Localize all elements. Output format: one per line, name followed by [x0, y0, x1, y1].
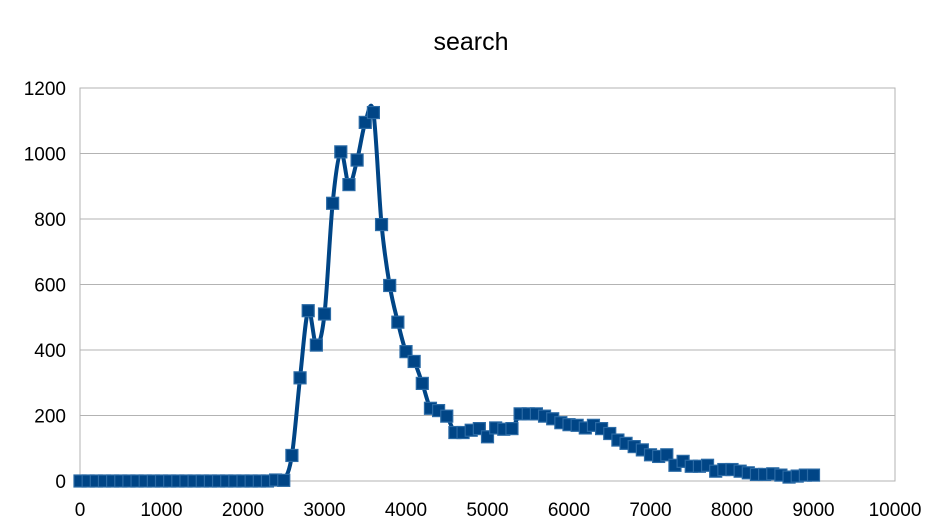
data-point	[358, 115, 372, 129]
data-point	[317, 307, 332, 321]
data-point	[350, 153, 364, 167]
y-tick-label: 400	[34, 341, 66, 362]
x-tick-label: 10000	[869, 500, 922, 521]
x-tick-label: 4000	[385, 500, 427, 521]
data-point	[383, 278, 397, 293]
y-tick-label: 0	[55, 472, 66, 493]
x-tick-label: 2000	[222, 500, 264, 521]
data-point	[374, 217, 389, 232]
x-tick-label: 5000	[466, 500, 508, 521]
y-tick-label: 200	[34, 407, 66, 428]
y-tick-label: 800	[34, 210, 66, 231]
data-point	[277, 473, 291, 487]
series-line	[78, 103, 816, 485]
data-point	[391, 315, 405, 329]
data-point	[366, 105, 380, 120]
data-point	[440, 409, 454, 423]
x-tick-label: 7000	[629, 500, 671, 521]
y-tick-label: 1000	[24, 145, 66, 166]
y-tick-label: 1200	[24, 79, 66, 100]
x-tick-label: 9000	[792, 500, 834, 521]
data-point	[293, 371, 307, 385]
data-point	[342, 178, 356, 192]
x-axis-tick-labels: 0 1000 2000 3000 4000 5000 6000 7000 8000 9000 100…	[75, 500, 922, 521]
y-tick-label: 600	[34, 276, 66, 297]
gridlines	[80, 87, 895, 482]
data-point	[309, 338, 323, 352]
data-point	[415, 376, 429, 390]
data-point	[326, 196, 340, 210]
x-tick-label: 8000	[711, 500, 753, 521]
chart-title: search	[433, 28, 508, 56]
plot-area	[79, 87, 896, 482]
x-tick-label: 6000	[548, 500, 590, 521]
data-point	[285, 448, 299, 463]
data-point	[334, 145, 348, 159]
y-axis-tick-labels: 0 200 400 600 800 1000 1200	[24, 79, 66, 493]
data-point	[407, 354, 421, 369]
data-point	[505, 422, 519, 436]
x-tick-label: 1000	[140, 500, 182, 521]
x-tick-label: 3000	[303, 500, 345, 521]
data-point	[301, 304, 315, 318]
data-point-markers	[73, 105, 821, 488]
data-point	[660, 448, 674, 462]
data-point	[399, 345, 413, 359]
x-tick-label: 0	[75, 500, 86, 521]
data-point	[806, 468, 821, 482]
